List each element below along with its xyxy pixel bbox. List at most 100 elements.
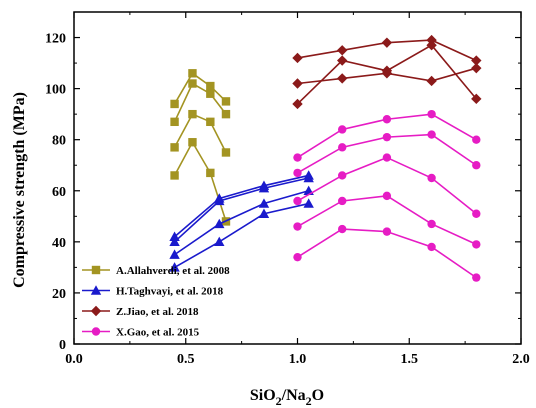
data-point (472, 273, 481, 282)
data-point (169, 262, 180, 272)
y-tick-label: 80 (52, 134, 66, 149)
x-title-sub-1: 2 (276, 394, 282, 408)
data-point (427, 242, 436, 252)
data-point (188, 109, 197, 119)
data-point (258, 183, 270, 193)
series-line (173, 140, 227, 222)
series-line (173, 72, 227, 105)
data-point (258, 198, 270, 208)
data-point (471, 62, 482, 74)
x-axis-title: SiO2/Na2O (250, 387, 324, 408)
data-point (214, 236, 225, 247)
data-point (292, 78, 303, 89)
data-point (337, 55, 348, 66)
data-point (188, 69, 197, 78)
series-line (174, 177, 309, 243)
legend-marker (91, 265, 101, 275)
data-point (382, 191, 392, 201)
x-tick-label: 0.5 (177, 352, 195, 367)
series-line (173, 82, 227, 123)
data-point (338, 224, 347, 234)
data-point (382, 227, 392, 236)
series-group-4 (293, 109, 481, 282)
y-axis-title: Compressive strength (MPa) (11, 92, 28, 288)
data-point (303, 198, 314, 208)
data-point (170, 143, 179, 152)
data-point (293, 168, 302, 178)
data-point (338, 171, 347, 180)
x-tick-label: 1.5 (401, 352, 419, 367)
data-point (221, 97, 231, 106)
data-point (170, 99, 179, 109)
series-line (297, 228, 477, 279)
y-tick-label: 120 (45, 32, 66, 47)
legend-marker (91, 327, 101, 336)
series-layer (169, 34, 482, 282)
data-point (471, 93, 482, 105)
x-tick-label: 2.0 (512, 352, 530, 367)
data-point (221, 109, 231, 119)
data-point (206, 89, 215, 98)
data-point (381, 65, 393, 76)
data-point (169, 236, 180, 247)
legend: A.Allahverdi, et al. 2008 H.Taghvayi, et … (82, 265, 230, 339)
data-point (381, 37, 393, 48)
data-point (427, 109, 436, 119)
data-point (427, 173, 436, 183)
data-point (338, 125, 347, 134)
data-point (214, 195, 225, 206)
data-point (188, 138, 197, 147)
data-point (427, 219, 436, 229)
data-point (472, 161, 481, 170)
y-tick-label: 40 (52, 236, 66, 251)
legend-label: Z.Jiao, et al. 2018 (116, 306, 199, 318)
series-line (173, 113, 227, 153)
data-point (188, 79, 197, 88)
x-tick-label: 0.0 (65, 352, 83, 367)
series-line (297, 156, 477, 215)
data-point (472, 135, 481, 144)
series-line (174, 189, 309, 256)
series-line (174, 202, 309, 269)
data-point (303, 185, 314, 195)
data-point (169, 249, 180, 259)
data-point (337, 45, 348, 56)
data-point (303, 172, 314, 183)
data-point (426, 40, 437, 51)
data-point (426, 75, 437, 87)
axis-ticks: 0.0 0.5 1.0 1.5 2.0 0 20 40 60 80 100 120 (45, 12, 530, 367)
data-point (170, 171, 179, 180)
data-point (258, 208, 270, 218)
series-group-2 (169, 170, 314, 272)
data-point (293, 222, 302, 231)
legend-label: A.Allahverdi, et al. 2008 (116, 265, 230, 277)
data-point (472, 209, 481, 218)
y-tick-label: 60 (52, 185, 66, 200)
data-point (382, 153, 392, 162)
series-group-3 (292, 34, 482, 110)
data-point (293, 153, 302, 162)
data-point (337, 73, 348, 84)
data-point (471, 55, 482, 66)
series-line (174, 174, 309, 238)
series-line (297, 195, 477, 246)
y-tick-label: 100 (45, 83, 66, 98)
legend-marker (90, 285, 102, 295)
data-point (206, 117, 215, 127)
y-tick-label: 0 (59, 338, 66, 353)
x-tick-label: 1.0 (289, 352, 307, 367)
x-title-part-sio: SiO (250, 387, 276, 404)
data-point (206, 81, 215, 91)
legend-marker (90, 305, 102, 317)
data-point (221, 148, 231, 157)
data-point (214, 218, 225, 229)
data-point (382, 132, 392, 142)
x-title-sub-2: 2 (306, 394, 312, 408)
data-point (472, 240, 481, 249)
data-point (206, 168, 215, 178)
data-point (338, 196, 347, 206)
legend-label: H.Taghvayi, et al. 2018 (116, 286, 224, 298)
x-title-part-o: O (312, 387, 324, 404)
data-point (292, 52, 303, 64)
